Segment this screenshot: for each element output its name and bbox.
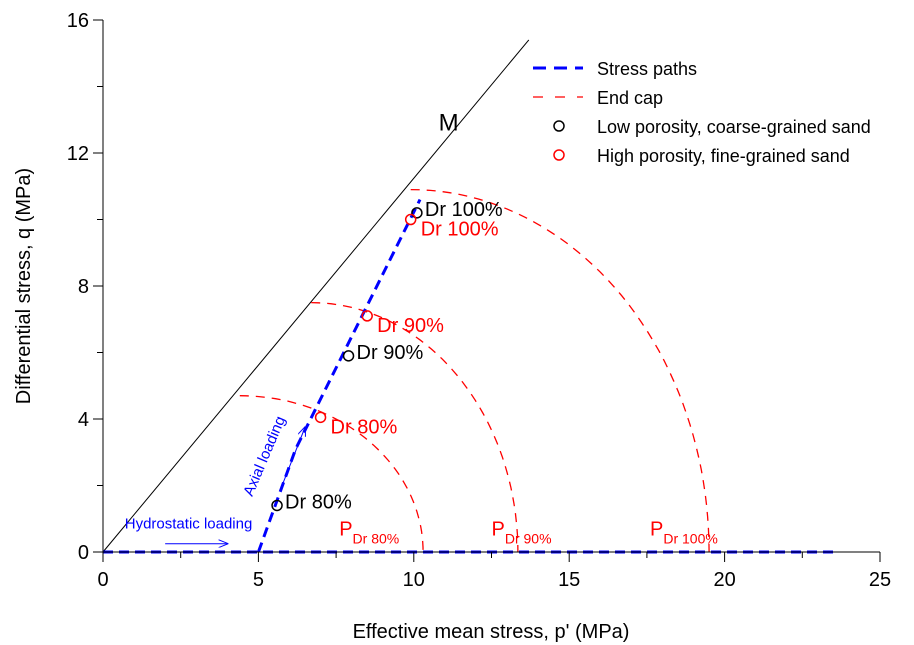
- axes: 0 5 10 15 20 25 0 4 8 12 16: [67, 10, 891, 591]
- cap-label-sub: Dr 90%: [505, 530, 552, 546]
- cap-label-main: P: [492, 518, 505, 540]
- y-tick-label: 0: [78, 542, 89, 564]
- low-porosity-point-label: Dr 90%: [357, 342, 424, 364]
- x-axis-label: Effective mean stress, p' (MPa): [353, 621, 630, 643]
- low-porosity-point-label: Dr 80%: [285, 491, 352, 513]
- x-tick-label: 0: [97, 569, 108, 591]
- high-porosity-point-label: Dr 80%: [331, 416, 398, 438]
- y-tick-label: 16: [67, 10, 89, 32]
- x-tick-label: 25: [869, 569, 891, 591]
- low-porosity-point: [411, 207, 423, 219]
- legend-label: Low porosity, coarse-grained sand: [597, 117, 871, 137]
- high-porosity-point-label: Dr 100%: [421, 219, 499, 241]
- legend-marker: [553, 149, 565, 161]
- loading-arrow: [280, 427, 305, 490]
- low-porosity-point: [271, 499, 283, 512]
- y-tick-label: 4: [78, 409, 89, 431]
- m-line: [102, 39, 530, 553]
- x-tick-label: 20: [713, 569, 735, 591]
- high-porosity-point-label: Dr 90%: [377, 315, 444, 337]
- cap-label-sub: Dr 80%: [353, 530, 400, 546]
- high-porosity-point: [361, 310, 373, 322]
- legend-label: High porosity, fine-grained sand: [597, 146, 850, 166]
- hydrostatic-loading-annotation: Hydrostatic loading: [125, 516, 253, 533]
- stress-path-line: [256, 198, 422, 553]
- end-cap-curve: [410, 188, 710, 553]
- high-porosity-point: [314, 411, 327, 424]
- low-porosity-point-label: Dr 100%: [425, 199, 503, 221]
- m-line-label: M: [439, 109, 459, 136]
- low-porosity-point: [342, 350, 355, 362]
- cap-label-main: P: [650, 518, 663, 540]
- end-cap-curve: [239, 395, 424, 553]
- x-tick-label: 10: [403, 569, 425, 591]
- y-axis-label: Differential stress, q (MPa): [13, 168, 35, 404]
- y-tick-label: 12: [67, 143, 89, 165]
- legend: Stress paths End cap Low porosity, coarse-…: [533, 59, 871, 166]
- y-tick-label: 8: [78, 276, 89, 298]
- legend-marker: [553, 120, 565, 132]
- high-porosity-point: [404, 213, 417, 226]
- cap-label-main: P: [339, 518, 352, 540]
- cap-label: PDr 100%: [650, 518, 718, 546]
- x-tick-label: 15: [558, 569, 580, 591]
- cap-label-sub: Dr 100%: [663, 530, 717, 546]
- cap-label: PDr 80%: [339, 518, 399, 546]
- cap-label: PDr 90%: [492, 518, 552, 546]
- legend-label: End cap: [597, 88, 663, 108]
- legend-label: Stress paths: [597, 59, 697, 79]
- x-tick-label: 5: [253, 569, 264, 591]
